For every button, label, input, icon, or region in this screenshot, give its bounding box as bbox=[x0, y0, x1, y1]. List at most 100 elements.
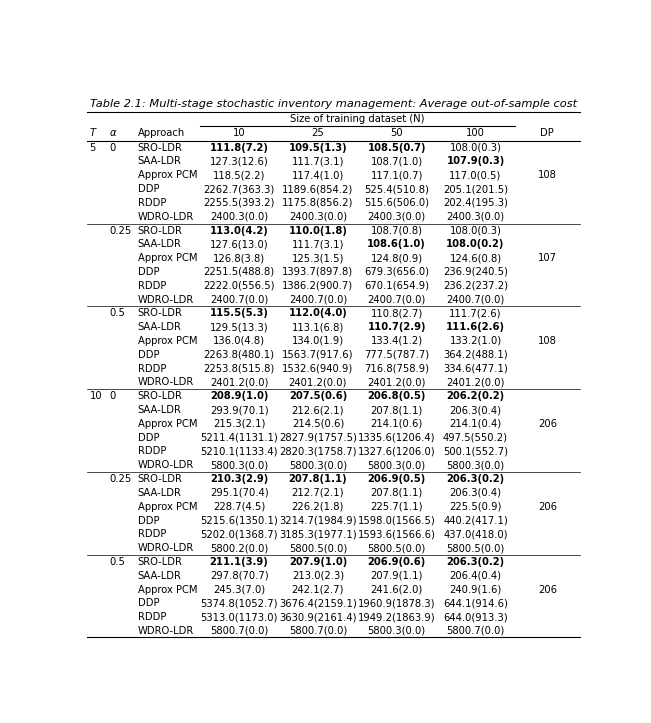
Text: 225.7(1.1): 225.7(1.1) bbox=[370, 502, 423, 512]
Text: 206.8(0.5): 206.8(0.5) bbox=[367, 391, 426, 401]
Text: 5800.2(0.0): 5800.2(0.0) bbox=[210, 543, 268, 553]
Text: DDP: DDP bbox=[138, 432, 159, 442]
Text: 500.1(552.7): 500.1(552.7) bbox=[443, 447, 508, 456]
Text: 716.8(758.9): 716.8(758.9) bbox=[364, 364, 429, 374]
Text: 1327.6(1206.0): 1327.6(1206.0) bbox=[358, 447, 436, 456]
Text: 334.6(477.1): 334.6(477.1) bbox=[443, 364, 508, 374]
Text: 1175.8(856.2): 1175.8(856.2) bbox=[282, 198, 353, 208]
Text: DDP: DDP bbox=[138, 350, 159, 360]
Text: 1335.6(1206.4): 1335.6(1206.4) bbox=[358, 432, 436, 442]
Text: 115.5(5.3): 115.5(5.3) bbox=[210, 309, 268, 318]
Text: 208.9(1.0): 208.9(1.0) bbox=[210, 391, 268, 401]
Text: 5800.3(0.0): 5800.3(0.0) bbox=[368, 626, 426, 636]
Text: 112.0(4.0): 112.0(4.0) bbox=[288, 309, 347, 318]
Text: 207.5(0.6): 207.5(0.6) bbox=[289, 391, 347, 401]
Text: 5215.6(1350.1): 5215.6(1350.1) bbox=[201, 515, 278, 526]
Text: Approach: Approach bbox=[138, 128, 185, 138]
Text: 10: 10 bbox=[89, 391, 102, 401]
Text: 127.3(12.6): 127.3(12.6) bbox=[210, 156, 268, 166]
Text: 3214.7(1984.9): 3214.7(1984.9) bbox=[279, 515, 357, 526]
Text: SAA-LDR: SAA-LDR bbox=[138, 156, 182, 166]
Text: 127.6(13.0): 127.6(13.0) bbox=[210, 239, 268, 249]
Text: 1386.2(900.7): 1386.2(900.7) bbox=[283, 281, 353, 291]
Text: 126.8(3.8): 126.8(3.8) bbox=[213, 253, 265, 263]
Text: 214.1(0.4): 214.1(0.4) bbox=[449, 419, 501, 429]
Text: SRO-LDR: SRO-LDR bbox=[138, 474, 182, 484]
Text: 0: 0 bbox=[109, 142, 116, 153]
Text: 133.4(1.2): 133.4(1.2) bbox=[370, 336, 422, 346]
Text: 113.0(4.2): 113.0(4.2) bbox=[210, 226, 268, 236]
Text: 497.5(550.2): 497.5(550.2) bbox=[443, 432, 508, 442]
Text: 5800.3(0.0): 5800.3(0.0) bbox=[210, 461, 268, 470]
Text: SRO-LDR: SRO-LDR bbox=[138, 309, 182, 318]
Text: 5800.5(0.0): 5800.5(0.0) bbox=[289, 543, 347, 553]
Text: 215.3(2.1): 215.3(2.1) bbox=[213, 419, 265, 429]
Text: WDRO-LDR: WDRO-LDR bbox=[138, 377, 194, 388]
Text: 213.0(2.3): 213.0(2.3) bbox=[292, 570, 344, 581]
Text: 2263.8(480.1): 2263.8(480.1) bbox=[204, 350, 275, 360]
Text: 0.25: 0.25 bbox=[109, 226, 132, 236]
Text: 207.8(1.1): 207.8(1.1) bbox=[370, 405, 422, 415]
Text: 5202.0(1368.7): 5202.0(1368.7) bbox=[201, 529, 278, 539]
Text: 111.7(3.1): 111.7(3.1) bbox=[292, 239, 344, 249]
Text: 50: 50 bbox=[391, 128, 403, 138]
Text: SAA-LDR: SAA-LDR bbox=[138, 488, 182, 498]
Text: RDDP: RDDP bbox=[138, 612, 166, 623]
Text: 125.3(1.5): 125.3(1.5) bbox=[292, 253, 344, 263]
Text: 241.6(2.0): 241.6(2.0) bbox=[370, 585, 422, 594]
Text: 2251.5(488.8): 2251.5(488.8) bbox=[204, 267, 275, 277]
Text: 10: 10 bbox=[233, 128, 245, 138]
Text: 297.8(70.7): 297.8(70.7) bbox=[210, 570, 268, 581]
Text: 2253.8(515.8): 2253.8(515.8) bbox=[204, 364, 275, 374]
Text: WDRO-LDR: WDRO-LDR bbox=[138, 626, 194, 636]
Text: 206: 206 bbox=[538, 585, 557, 594]
Text: 110.8(2.7): 110.8(2.7) bbox=[370, 309, 422, 318]
Text: 644.0(913.3): 644.0(913.3) bbox=[443, 612, 508, 623]
Text: 5800.7(0.0): 5800.7(0.0) bbox=[447, 626, 505, 636]
Text: 3630.9(2161.4): 3630.9(2161.4) bbox=[279, 612, 357, 623]
Text: 136.0(4.8): 136.0(4.8) bbox=[213, 336, 265, 346]
Text: 206.9(0.5): 206.9(0.5) bbox=[368, 474, 426, 484]
Text: 670.1(654.9): 670.1(654.9) bbox=[364, 281, 429, 291]
Text: Table 2.1: Multi-stage stochastic inventory management: Average out-of-sample co: Table 2.1: Multi-stage stochastic invent… bbox=[90, 99, 577, 109]
Text: 5210.1(1133.4): 5210.1(1133.4) bbox=[201, 447, 278, 456]
Text: 0.25: 0.25 bbox=[109, 474, 132, 484]
Text: 108.7(0.8): 108.7(0.8) bbox=[370, 226, 422, 236]
Text: 5800.3(0.0): 5800.3(0.0) bbox=[289, 461, 347, 470]
Text: RDDP: RDDP bbox=[138, 281, 166, 291]
Text: 206.2(0.2): 206.2(0.2) bbox=[447, 391, 505, 401]
Text: 207.9(1.1): 207.9(1.1) bbox=[370, 570, 423, 581]
Text: 2827.9(1757.5): 2827.9(1757.5) bbox=[279, 432, 357, 442]
Text: 206.3(0.2): 206.3(0.2) bbox=[447, 557, 505, 567]
Text: Approx PCM: Approx PCM bbox=[138, 253, 197, 263]
Text: WDRO-LDR: WDRO-LDR bbox=[138, 212, 194, 222]
Text: 100: 100 bbox=[466, 128, 485, 138]
Text: 236.9(240.5): 236.9(240.5) bbox=[443, 267, 508, 277]
Text: 207.8(1.1): 207.8(1.1) bbox=[370, 488, 422, 498]
Text: 525.4(510.8): 525.4(510.8) bbox=[364, 184, 429, 194]
Text: 207.8(1.1): 207.8(1.1) bbox=[288, 474, 347, 484]
Text: 228.7(4.5): 228.7(4.5) bbox=[213, 502, 265, 512]
Text: 3676.4(2159.1): 3676.4(2159.1) bbox=[279, 599, 357, 608]
Text: 206.3(0.2): 206.3(0.2) bbox=[447, 474, 505, 484]
Text: 118.5(2.2): 118.5(2.2) bbox=[213, 171, 265, 180]
Text: 109.5(1.3): 109.5(1.3) bbox=[288, 142, 347, 153]
Text: DP: DP bbox=[540, 128, 554, 138]
Text: 2401.2(0.0): 2401.2(0.0) bbox=[288, 377, 347, 388]
Text: WDRO-LDR: WDRO-LDR bbox=[138, 294, 194, 304]
Text: 134.0(1.9): 134.0(1.9) bbox=[292, 336, 344, 346]
Text: 5800.7(0.0): 5800.7(0.0) bbox=[210, 626, 268, 636]
Text: 242.1(2.7): 242.1(2.7) bbox=[292, 585, 344, 594]
Text: 210.3(2.9): 210.3(2.9) bbox=[210, 474, 268, 484]
Text: 2401.2(0.0): 2401.2(0.0) bbox=[210, 377, 268, 388]
Text: 364.2(488.1): 364.2(488.1) bbox=[443, 350, 508, 360]
Text: 2400.7(0.0): 2400.7(0.0) bbox=[447, 294, 505, 304]
Text: 2400.7(0.0): 2400.7(0.0) bbox=[368, 294, 426, 304]
Text: 133.2(1.0): 133.2(1.0) bbox=[449, 336, 501, 346]
Text: 108.0(0.3): 108.0(0.3) bbox=[450, 226, 501, 236]
Text: Approx PCM: Approx PCM bbox=[138, 336, 197, 346]
Text: SAA-LDR: SAA-LDR bbox=[138, 239, 182, 249]
Text: 212.6(2.1): 212.6(2.1) bbox=[292, 405, 344, 415]
Text: 3185.3(1977.1): 3185.3(1977.1) bbox=[279, 529, 357, 539]
Text: 111.7(3.1): 111.7(3.1) bbox=[292, 156, 344, 166]
